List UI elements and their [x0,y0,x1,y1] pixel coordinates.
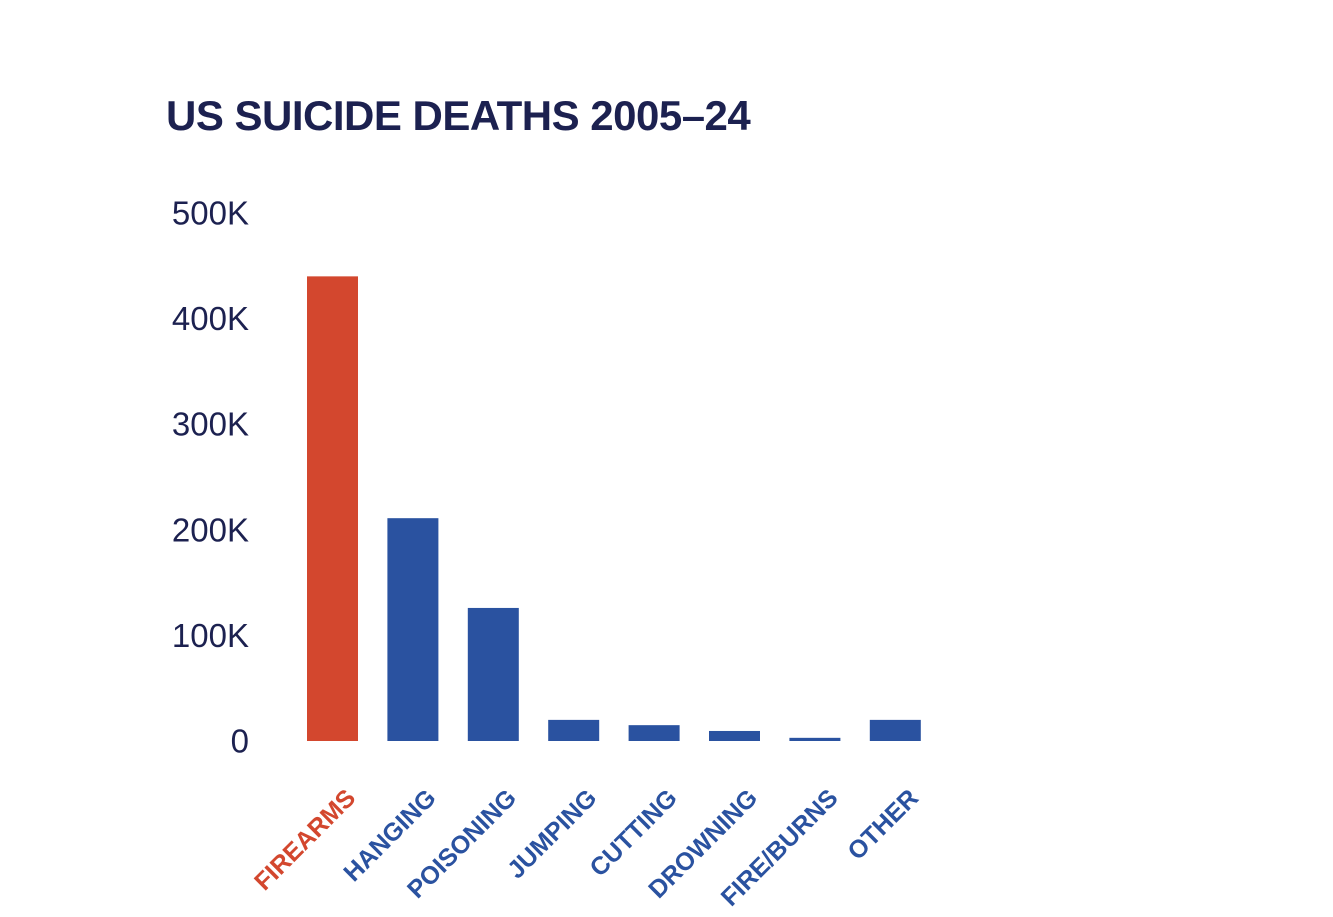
bar-jumping [548,719,600,741]
x-axis-labels: FIREARMSHANGINGPOISONINGJUMPINGCUTTINGDR… [249,784,924,912]
y-tick-label: 100K [172,617,249,654]
bar-drowning [709,730,760,741]
y-axis-ticks: 0 100K 200K 300K 400K 500K [172,195,249,760]
y-tick-label: 400K [172,300,249,337]
x-tick-label: OTHER [842,784,924,866]
y-tick-label: 0 [231,723,249,760]
bar-poisoning [467,607,519,741]
x-tick-label: FIREARMS [249,784,361,896]
bar-other [869,719,921,741]
bars [307,276,921,741]
bar-firearms [307,276,358,741]
y-tick-label: 200K [172,511,249,548]
bar-cutting [628,725,680,741]
y-tick-label: 300K [172,406,249,443]
bar-hanging [387,518,439,741]
y-tick-label: 500K [172,195,249,232]
bar-fire-burns [789,737,841,741]
chart-title: US SUICIDE DEATHS 2005–24 [166,92,751,139]
